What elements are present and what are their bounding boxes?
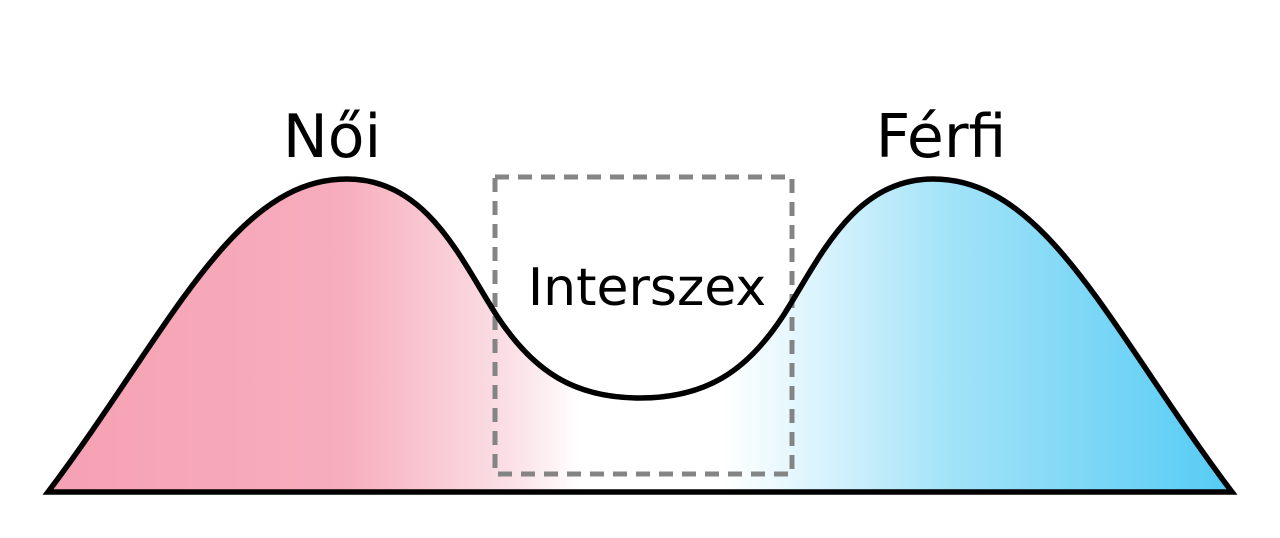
intersex-region-box	[492, 174, 795, 477]
female-peak-label: Női	[283, 102, 381, 172]
male-peak-label: Férfi	[876, 102, 1007, 172]
intersex-region-label: Interszex	[528, 258, 766, 318]
distribution-curve-outline	[42, 176, 1238, 495]
distribution-area	[48, 179, 1232, 492]
